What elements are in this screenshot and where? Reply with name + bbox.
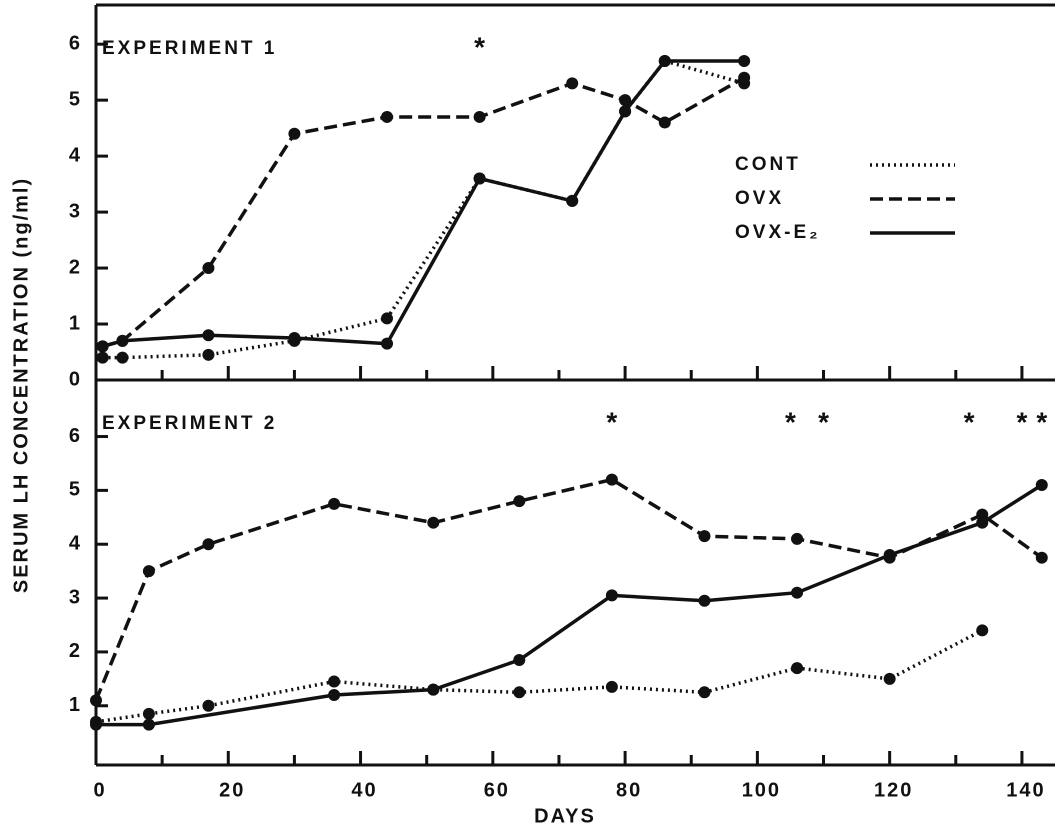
data-point — [96, 351, 109, 364]
data-point — [605, 680, 618, 693]
data-point — [116, 351, 129, 364]
data-point — [142, 565, 155, 578]
data-point — [605, 473, 618, 486]
data-point — [328, 497, 341, 510]
data-point — [883, 549, 896, 561]
data-point — [473, 172, 486, 185]
y-tick-label: 6 — [69, 32, 82, 54]
x-tick-label: 120 — [874, 779, 913, 801]
y-tick-label: 5 — [69, 479, 82, 501]
y-tick-label: 6 — [69, 425, 82, 447]
data-point — [473, 110, 486, 123]
y-tick-label: 1 — [69, 694, 82, 716]
series-line — [102, 59, 745, 349]
data-point — [513, 686, 526, 699]
data-point — [142, 707, 155, 720]
data-point — [605, 589, 618, 602]
data-point — [288, 332, 301, 345]
x-tick-label: 60 — [484, 779, 510, 801]
y-tick-label: 4 — [69, 144, 82, 166]
data-point — [791, 662, 804, 675]
x-tick-label: 40 — [351, 779, 377, 801]
data-point — [738, 71, 751, 84]
significance-marker: * — [785, 406, 796, 437]
data-point — [381, 337, 394, 350]
data-point — [142, 718, 155, 731]
data-point — [566, 77, 579, 90]
y-tick-label: 3 — [69, 586, 82, 608]
data-point — [328, 675, 341, 688]
data-point — [976, 516, 989, 529]
x-tick-label: 20 — [219, 779, 245, 801]
x-tick-label: 140 — [1006, 779, 1045, 801]
y-tick-label: 0 — [69, 368, 82, 390]
y-tick-label: 2 — [69, 640, 82, 662]
series-line — [94, 477, 1043, 702]
data-point — [619, 94, 632, 107]
panel-title: EXPERIMENT 2 — [102, 413, 277, 434]
data-point — [738, 54, 751, 67]
x-tick-label: 0 — [93, 779, 106, 801]
data-point — [619, 105, 632, 118]
y-tick-label: 1 — [69, 312, 82, 334]
data-point — [90, 694, 102, 707]
series-line — [96, 483, 1043, 727]
y-tick-label: 3 — [69, 200, 82, 222]
data-point — [513, 654, 526, 666]
legend-label: OVX-E₂ — [735, 222, 821, 243]
data-point — [658, 54, 671, 67]
data-point — [883, 672, 896, 685]
series-line — [102, 76, 746, 349]
y-tick-label: 5 — [69, 88, 82, 110]
y-axis-label: SERUM LH CONCENTRATION (ng/ml) — [10, 177, 32, 593]
series-line — [102, 58, 745, 360]
data-point — [566, 194, 579, 207]
data-point — [90, 718, 102, 731]
data-point — [791, 586, 804, 599]
y-tick-label: 4 — [69, 533, 82, 555]
data-point — [202, 348, 215, 361]
data-point — [698, 530, 711, 543]
data-point — [791, 532, 804, 545]
data-point — [202, 329, 215, 342]
data-point — [427, 683, 440, 696]
x-tick-label: 100 — [742, 779, 781, 801]
data-point — [1035, 479, 1048, 491]
significance-marker: * — [1036, 406, 1047, 437]
data-point — [202, 538, 215, 551]
data-point — [976, 624, 989, 637]
significance-marker: * — [474, 31, 485, 62]
data-point — [288, 127, 301, 140]
data-point — [427, 516, 440, 529]
data-point — [658, 116, 671, 129]
data-point — [381, 312, 394, 325]
panel-title: EXPERIMENT 1 — [102, 38, 277, 59]
data-point — [328, 689, 341, 701]
data-point — [698, 594, 711, 607]
significance-marker: * — [606, 406, 617, 437]
significance-marker: * — [1016, 406, 1027, 437]
data-point — [698, 686, 711, 699]
data-point — [381, 110, 394, 123]
data-point — [202, 699, 215, 712]
significance-marker: * — [818, 406, 829, 437]
data-point — [96, 340, 109, 353]
significance-marker: * — [964, 406, 975, 437]
data-point — [116, 334, 129, 347]
legend-label: CONT — [735, 154, 801, 175]
legend-label: OVX — [735, 188, 784, 209]
x-tick-label: 80 — [616, 779, 642, 801]
data-point — [513, 495, 526, 508]
data-point — [1035, 551, 1048, 564]
y-tick-label: 2 — [69, 256, 82, 278]
x-axis-label: DAYS — [534, 805, 596, 827]
data-point — [202, 262, 215, 275]
